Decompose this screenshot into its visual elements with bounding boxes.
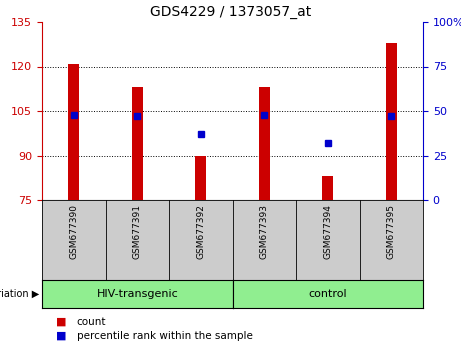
Text: GSM677394: GSM677394 [323, 204, 332, 259]
Text: count: count [77, 317, 106, 327]
Text: GSM677390: GSM677390 [69, 204, 78, 259]
Bar [68, 63, 79, 200]
Text: ■: ■ [56, 317, 66, 327]
Text: GSM677395: GSM677395 [387, 204, 396, 259]
Bar [259, 87, 270, 200]
Text: HIV-transgenic: HIV-transgenic [96, 289, 178, 299]
Bar [322, 176, 333, 200]
Text: GSM677392: GSM677392 [196, 204, 205, 259]
Bar [385, 43, 397, 200]
Text: GDS4229 / 1373057_at: GDS4229 / 1373057_at [150, 5, 311, 19]
Text: GSM677391: GSM677391 [133, 204, 142, 259]
Bar [131, 87, 143, 200]
Text: control: control [308, 289, 347, 299]
Bar [195, 155, 207, 200]
Text: ■: ■ [56, 331, 66, 341]
Text: genotype/variation ▶: genotype/variation ▶ [0, 289, 40, 299]
Text: percentile rank within the sample: percentile rank within the sample [77, 331, 253, 341]
Text: GSM677393: GSM677393 [260, 204, 269, 259]
